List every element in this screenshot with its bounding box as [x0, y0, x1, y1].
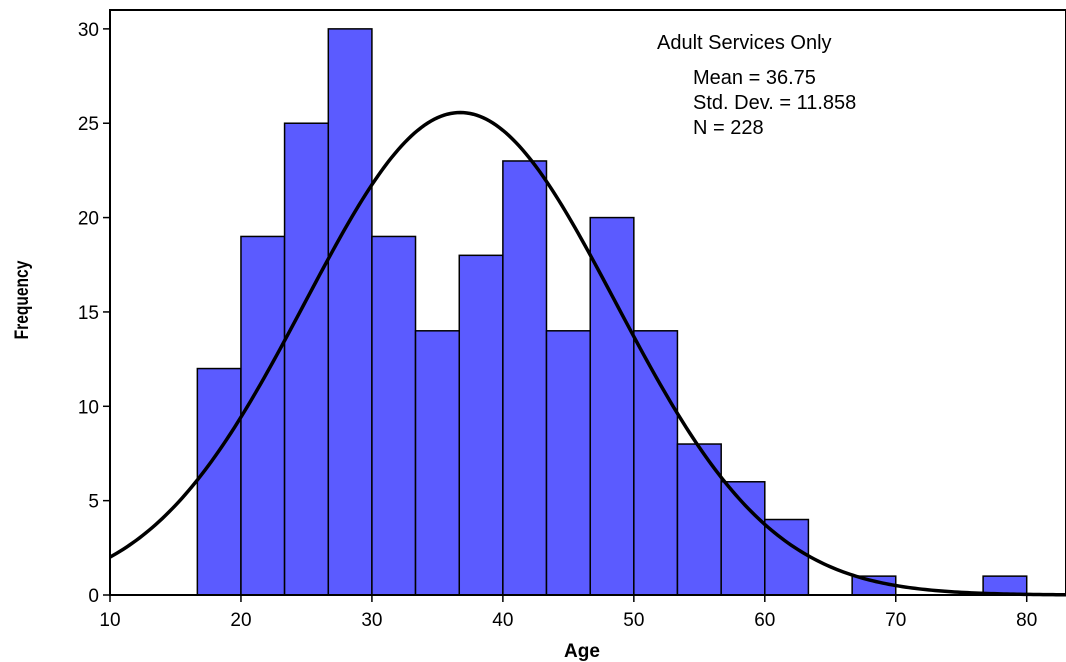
histogram-bar — [283, 122, 330, 596]
x-tick-label: 50 — [623, 610, 644, 631]
y-tick-label: 5 — [88, 492, 99, 513]
normal-curve — [109, 110, 1066, 597]
histogram-bars — [196, 28, 1028, 596]
histogram-bar — [458, 254, 504, 596]
y-tick-label: 10 — [78, 397, 99, 418]
histogram-bar — [633, 330, 679, 596]
histogram-bar — [240, 235, 286, 596]
histogram-bar — [545, 330, 591, 596]
x-tick-label: 30 — [361, 610, 382, 631]
annotation-std: Std. Dev. = 11.858 — [693, 92, 856, 114]
x-axis-title: Age — [564, 641, 600, 662]
x-tick-label: 20 — [230, 610, 251, 631]
histogram-bar — [589, 216, 635, 596]
x-axis: 10 20 30 40 50 60 70 80 — [99, 595, 1037, 631]
annotation-n: N = 228 — [693, 117, 764, 139]
histogram-bar — [371, 235, 417, 596]
annotation-group: Adult Services Only — [657, 32, 832, 54]
histogram-bar — [720, 481, 766, 596]
y-tick-label: 15 — [78, 303, 99, 324]
y-axis: 0 5 10 15 20 25 30 — [78, 20, 110, 607]
y-tick-label: 25 — [78, 114, 99, 135]
histogram-bar — [414, 330, 461, 596]
annotation-mean: Mean = 36.75 — [693, 67, 816, 89]
plot-frame — [109, 9, 1066, 596]
y-axis-title: Frequency — [11, 260, 33, 339]
x-tick-label: 40 — [492, 610, 513, 631]
y-tick-label: 30 — [78, 20, 99, 41]
x-tick-label: 80 — [1016, 610, 1037, 631]
x-tick-label: 60 — [754, 610, 775, 631]
x-tick-label: 70 — [885, 610, 906, 631]
histogram-bar — [502, 160, 548, 596]
x-tick-label: 10 — [99, 610, 120, 631]
histogram-bar — [196, 367, 242, 596]
histogram-bar — [327, 28, 373, 596]
y-tick-label: 0 — [88, 586, 99, 607]
y-tick-label: 20 — [78, 209, 99, 230]
